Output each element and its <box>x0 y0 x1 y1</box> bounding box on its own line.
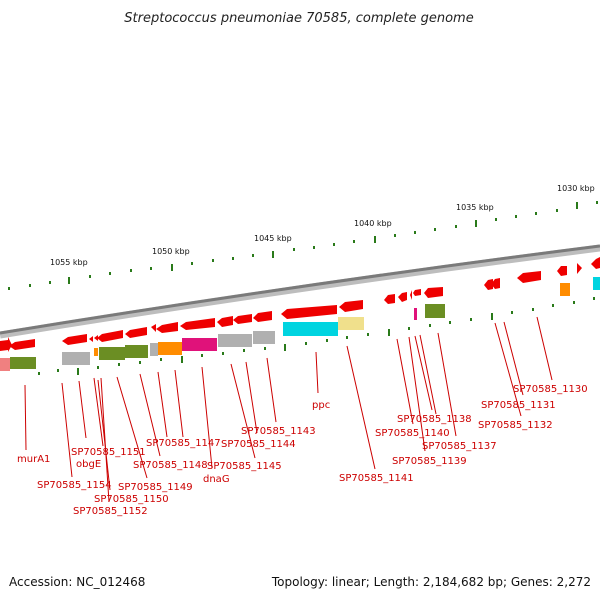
tick-label-1050: 1050 kbp <box>152 247 190 256</box>
gene-label-ppc: ppc <box>312 400 330 411</box>
gene-label-group: murA1 SP70585_1154 obgE SP70585_1151 SP7… <box>17 384 588 517</box>
gene-label-1137: SP70585_1137 <box>422 441 497 452</box>
gene-label-murA1: murA1 <box>17 454 50 465</box>
tick-label-1055: 1055 kbp <box>50 258 88 267</box>
gene-label-1147: SP70585_1147 <box>146 438 221 449</box>
inner-ticks <box>38 297 595 375</box>
gene-label-1132: SP70585_1132 <box>478 420 553 431</box>
gene-label-1154: SP70585_1154 <box>37 480 112 491</box>
scale-tick-labels: 1055 kbp 1050 kbp 1045 kbp 1040 kbp 1035… <box>50 184 595 267</box>
feature-boxes <box>0 277 600 371</box>
gene-label-1141: SP70585_1141 <box>339 473 414 484</box>
gene-label-1151: SP70585_1151 <box>71 447 146 458</box>
genome-summary-text: Topology: linear; Length: 2,184,682 bp; … <box>271 575 591 589</box>
gene-label-1130: SP70585_1130 <box>513 384 588 395</box>
gene-label-1138: SP70585_1138 <box>397 414 472 425</box>
tick-label-1040: 1040 kbp <box>354 219 392 228</box>
gene-label-1148: SP70585_1148 <box>133 460 208 471</box>
gene-label-1131: SP70585_1131 <box>481 400 556 411</box>
gene-features <box>0 257 600 352</box>
tick-label-1030: 1030 kbp <box>557 184 595 193</box>
gene-label-1149: SP70585_1149 <box>118 482 193 493</box>
gene-label-1152: SP70585_1152 <box>73 506 148 517</box>
gene-label-1150: SP70585_1150 <box>94 494 169 505</box>
genome-title: Streptococcus pneumoniae 70585, complete… <box>124 11 473 26</box>
gene-label-1139: SP70585_1139 <box>392 456 467 467</box>
gene-label-1145: SP70585_1145 <box>207 461 282 472</box>
gene-label-1140: SP70585_1140 <box>375 428 450 439</box>
tick-label-1045: 1045 kbp <box>254 234 292 243</box>
accession-text: Accession: NC_012468 <box>9 575 145 589</box>
gene-label-dnaG: dnaG <box>203 474 230 485</box>
genome-backbone <box>0 244 600 339</box>
gene-label-obgE: obgE <box>76 459 101 470</box>
scale-ticks <box>8 201 598 290</box>
label-leader-lines <box>24 316 553 503</box>
gene-label-1143: SP70585_1143 <box>241 426 316 437</box>
gene-label-1144: SP70585_1144 <box>221 439 296 450</box>
tick-label-1035: 1035 kbp <box>456 203 494 212</box>
